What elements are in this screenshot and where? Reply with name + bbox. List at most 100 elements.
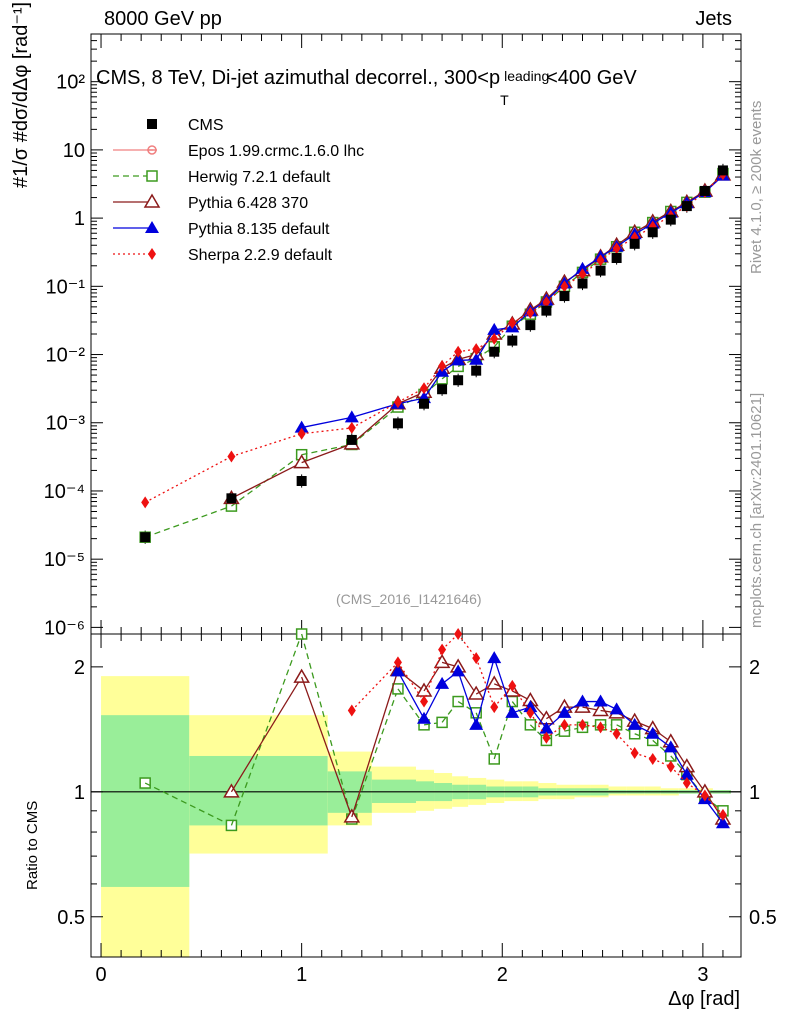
pythia8-segment [301,416,352,429]
pythia8-point [575,694,590,707]
cms-point [140,532,151,543]
cms-point [489,346,500,357]
cms-point [453,375,464,386]
sherpa-segment [351,661,399,711]
herwig-segment [493,701,513,760]
herwig-segment [457,700,477,714]
sherpa-segment [511,685,531,714]
sherpa-segment [423,649,443,702]
x-tick-label: 0 [95,964,106,986]
herwig-segment [616,724,635,735]
pythia6-point [293,668,310,683]
ratio-y-axis-label: Ratio to CMS [24,800,41,890]
y-tick-label: 10 [63,140,85,162]
sherpa-segment [231,433,302,458]
title-subscript: T [500,92,509,108]
herwig-segment [529,724,547,741]
cms-point [577,278,588,289]
y-tick-label: 10⁻¹ [46,276,86,298]
x-tick-label: 3 [697,964,708,986]
pythia8-point [487,322,502,335]
main-series-cms [140,165,728,543]
pythia8-point [390,664,405,677]
sherpa-segment [686,782,706,796]
mcplots-citation: mcplots.cern.ch [arXiv:2401.10621] [748,392,765,628]
cms-point [717,165,728,176]
cms-point [419,398,430,409]
title-suffix: <400 GeV [546,67,637,89]
ratio-y-tick-label: 0.5 [57,907,85,929]
cms-point [507,335,518,346]
ratio-y-tick-label: 1 [74,782,85,804]
cms-point [665,214,676,225]
legend-marker-epos [147,145,157,155]
pythia8-segment [397,671,425,720]
legend-marker-pythia6 [143,193,161,208]
y-tick-label: 10² [56,72,85,94]
legend: CMS Epos 1.99.crmc.1.6.0 lhc Herwig 7.2.1 … [113,117,364,264]
pythia8-point [523,700,538,713]
pythia8-segment [457,671,477,726]
sherpa-segment [351,401,399,429]
ratio-uncertainty-bands [91,676,741,957]
herwig-segment [652,739,672,757]
sherpa-segment [545,285,565,303]
sherpa-segment [634,226,654,239]
sherpa-segment [441,633,459,651]
analysis-watermark: (CMS_2016_I1421646) [336,591,482,607]
pythia8-point [487,651,502,664]
pythia6-segment [351,670,399,818]
pythia8-segment [493,657,513,714]
cms-point [647,227,658,238]
herwig-segment [397,688,425,726]
pythia8-segment [529,706,547,729]
pythia8-segment [704,798,724,824]
ratio-series-sherpa [347,628,727,821]
pythia6-segment [231,462,302,499]
sherpa-segment [546,724,565,739]
pythia8-segment [616,708,636,726]
cms-point [226,493,237,504]
y-tick-label: 10⁻² [46,345,86,367]
sherpa-segment [704,173,724,193]
legend-label-herwig: Herwig 7.2.1 default [188,169,331,186]
y-tick-label: 1 [74,208,85,230]
x-tick-label: 2 [497,964,508,986]
ratio-y-tick-label-right: 1 [749,782,760,804]
sherpa-segment [441,351,459,367]
legend-label-pythia6: Pythia 6.428 370 [188,195,308,212]
pythia8-point [715,816,730,829]
pythia6-segment [686,766,706,793]
legend-label-sherpa: Sherpa 2.2.9 default [188,247,333,264]
pythia8-point [294,420,309,433]
cms-point [541,305,552,316]
herwig-segment [441,365,459,380]
pythia8-point [539,721,554,734]
pythia8-segment [423,683,443,720]
y-tick-label: 10⁻³ [46,413,86,435]
sherpa-segment [616,236,636,249]
herwig-segment [144,505,232,538]
series-layer [139,163,732,832]
pythia6-point [467,685,485,700]
main-series-pythia8 [294,168,730,433]
herwig-segment [230,633,303,826]
pythia6-segment [301,443,353,464]
herwig-segment [301,633,353,820]
pythia8-segment [652,733,672,748]
y-tick-label: 10⁻⁶ [44,617,85,639]
cms-point [346,434,357,445]
pythia6-point [433,653,451,669]
herwig-segment [351,688,399,820]
herwig-segment [475,712,495,760]
y-tick-label: 10⁻⁴ [44,481,85,503]
sherpa-segment [457,633,477,659]
cms-point [595,265,606,276]
sherpa-segment [144,455,232,503]
pythia8-segment [351,403,399,418]
pythia8-point [451,664,466,677]
pythia8-segment [475,657,495,726]
ratio-series-pythia8 [390,651,730,829]
